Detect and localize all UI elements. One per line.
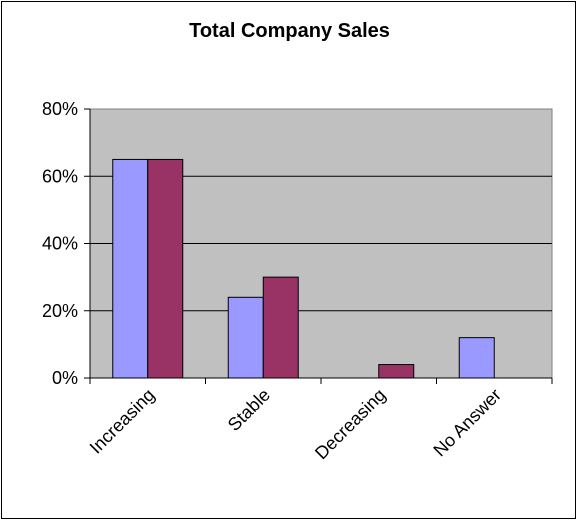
bar-increasing-series-1	[112, 158, 149, 379]
bar-decreasing-series-2	[378, 364, 415, 379]
bar-increasing-series-2	[147, 158, 184, 379]
x-tick-label: Increasing	[86, 385, 159, 458]
y-tick-label: 60%	[42, 166, 78, 186]
y-tick-label: 20%	[42, 301, 78, 321]
bar-stable-series-1	[227, 296, 264, 379]
bars	[112, 158, 495, 379]
y-tick-label: 80%	[42, 99, 78, 119]
bar-no-answer-series-1	[458, 337, 495, 379]
chart-title: Total Company Sales	[189, 20, 390, 42]
x-tick-labels: Increasing Stable Decreasing No Answer	[86, 385, 505, 464]
y-tick-label: 0%	[52, 368, 78, 388]
x-tick-label: Stable	[224, 385, 274, 435]
axes	[84, 108, 553, 384]
x-tick-label: Decreasing	[311, 385, 390, 464]
y-tick-labels: 0% 20% 40% 60% 80%	[42, 99, 78, 388]
bar-stable-series-2	[262, 276, 299, 379]
y-tick-label: 40%	[42, 234, 78, 254]
x-tick-label: No Answer	[429, 385, 505, 461]
